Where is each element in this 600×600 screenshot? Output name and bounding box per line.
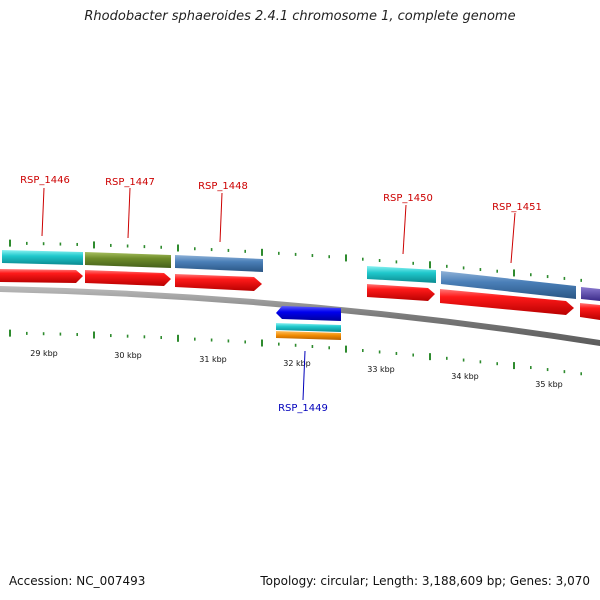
leader-line bbox=[402, 204, 407, 255]
gene-box-rsp-1449-b[interactable] bbox=[276, 331, 341, 340]
forward-gene-track bbox=[2, 250, 600, 301]
leader-line bbox=[302, 350, 306, 401]
gene-box-rsp-1451[interactable] bbox=[441, 271, 576, 299]
gene-label-rsp-1449[interactable]: RSP_1449 bbox=[278, 403, 328, 414]
kbp-label: 31 kbp bbox=[199, 355, 227, 364]
accession-text: Accession: NC_007493 bbox=[9, 574, 146, 588]
cds-arrow[interactable] bbox=[85, 270, 171, 286]
kbp-label: 35 kbp bbox=[535, 380, 563, 389]
gene-box-rsp-1448[interactable] bbox=[175, 255, 263, 272]
leader-line bbox=[41, 187, 45, 237]
leader-line bbox=[127, 187, 131, 239]
cds-arrow[interactable] bbox=[0, 269, 83, 283]
cds-arrow[interactable] bbox=[175, 274, 262, 291]
gene-box-rsp-1449[interactable] bbox=[276, 323, 341, 332]
kbp-label: 29 kbp bbox=[30, 349, 58, 358]
gene-box-rsp-1450[interactable] bbox=[367, 266, 436, 283]
kbp-label: 34 kbp bbox=[451, 372, 479, 381]
genome-summary-text: Topology: circular; Length: 3,188,609 bp… bbox=[260, 574, 590, 588]
gene-box-rsp-1447[interactable] bbox=[85, 252, 171, 268]
forward-cds-track bbox=[0, 269, 600, 320]
outer-tick-marks bbox=[9, 239, 583, 282]
gene-label-rsp-1447[interactable]: RSP_1447 bbox=[105, 177, 155, 188]
gene-box-next[interactable] bbox=[581, 287, 600, 301]
cds-arrow-reverse[interactable] bbox=[276, 306, 341, 321]
kbp-labels: 29 kbp 30 kbp 31 kbp 32 kbp 33 kbp 34 kb… bbox=[30, 349, 563, 389]
chromosome-backbone bbox=[0, 286, 600, 346]
cds-arrow[interactable] bbox=[440, 289, 574, 315]
reverse-gene-track bbox=[276, 306, 341, 340]
gene-labels: RSP_1446 RSP_1447 RSP_1448 RSP_1450 RSP_… bbox=[20, 175, 542, 414]
inner-tick-marks bbox=[9, 329, 583, 376]
kbp-label: 32 kbp bbox=[283, 359, 311, 368]
kbp-label: 30 kbp bbox=[114, 351, 142, 360]
gene-label-rsp-1448[interactable]: RSP_1448 bbox=[198, 181, 248, 192]
gene-label-rsp-1451[interactable]: RSP_1451 bbox=[492, 202, 542, 213]
leader-line bbox=[219, 192, 223, 243]
gene-label-rsp-1446[interactable]: RSP_1446 bbox=[20, 175, 70, 186]
gene-label-rsp-1450[interactable]: RSP_1450 bbox=[383, 193, 433, 204]
kbp-label: 33 kbp bbox=[367, 365, 395, 374]
gene-box-rsp-1446[interactable] bbox=[2, 250, 83, 265]
cds-arrow[interactable] bbox=[580, 303, 600, 320]
leader-line bbox=[510, 212, 516, 264]
map-title: Rhodobacter sphaeroides 2.4.1 chromosome… bbox=[84, 9, 516, 24]
cds-arrow[interactable] bbox=[367, 284, 435, 301]
